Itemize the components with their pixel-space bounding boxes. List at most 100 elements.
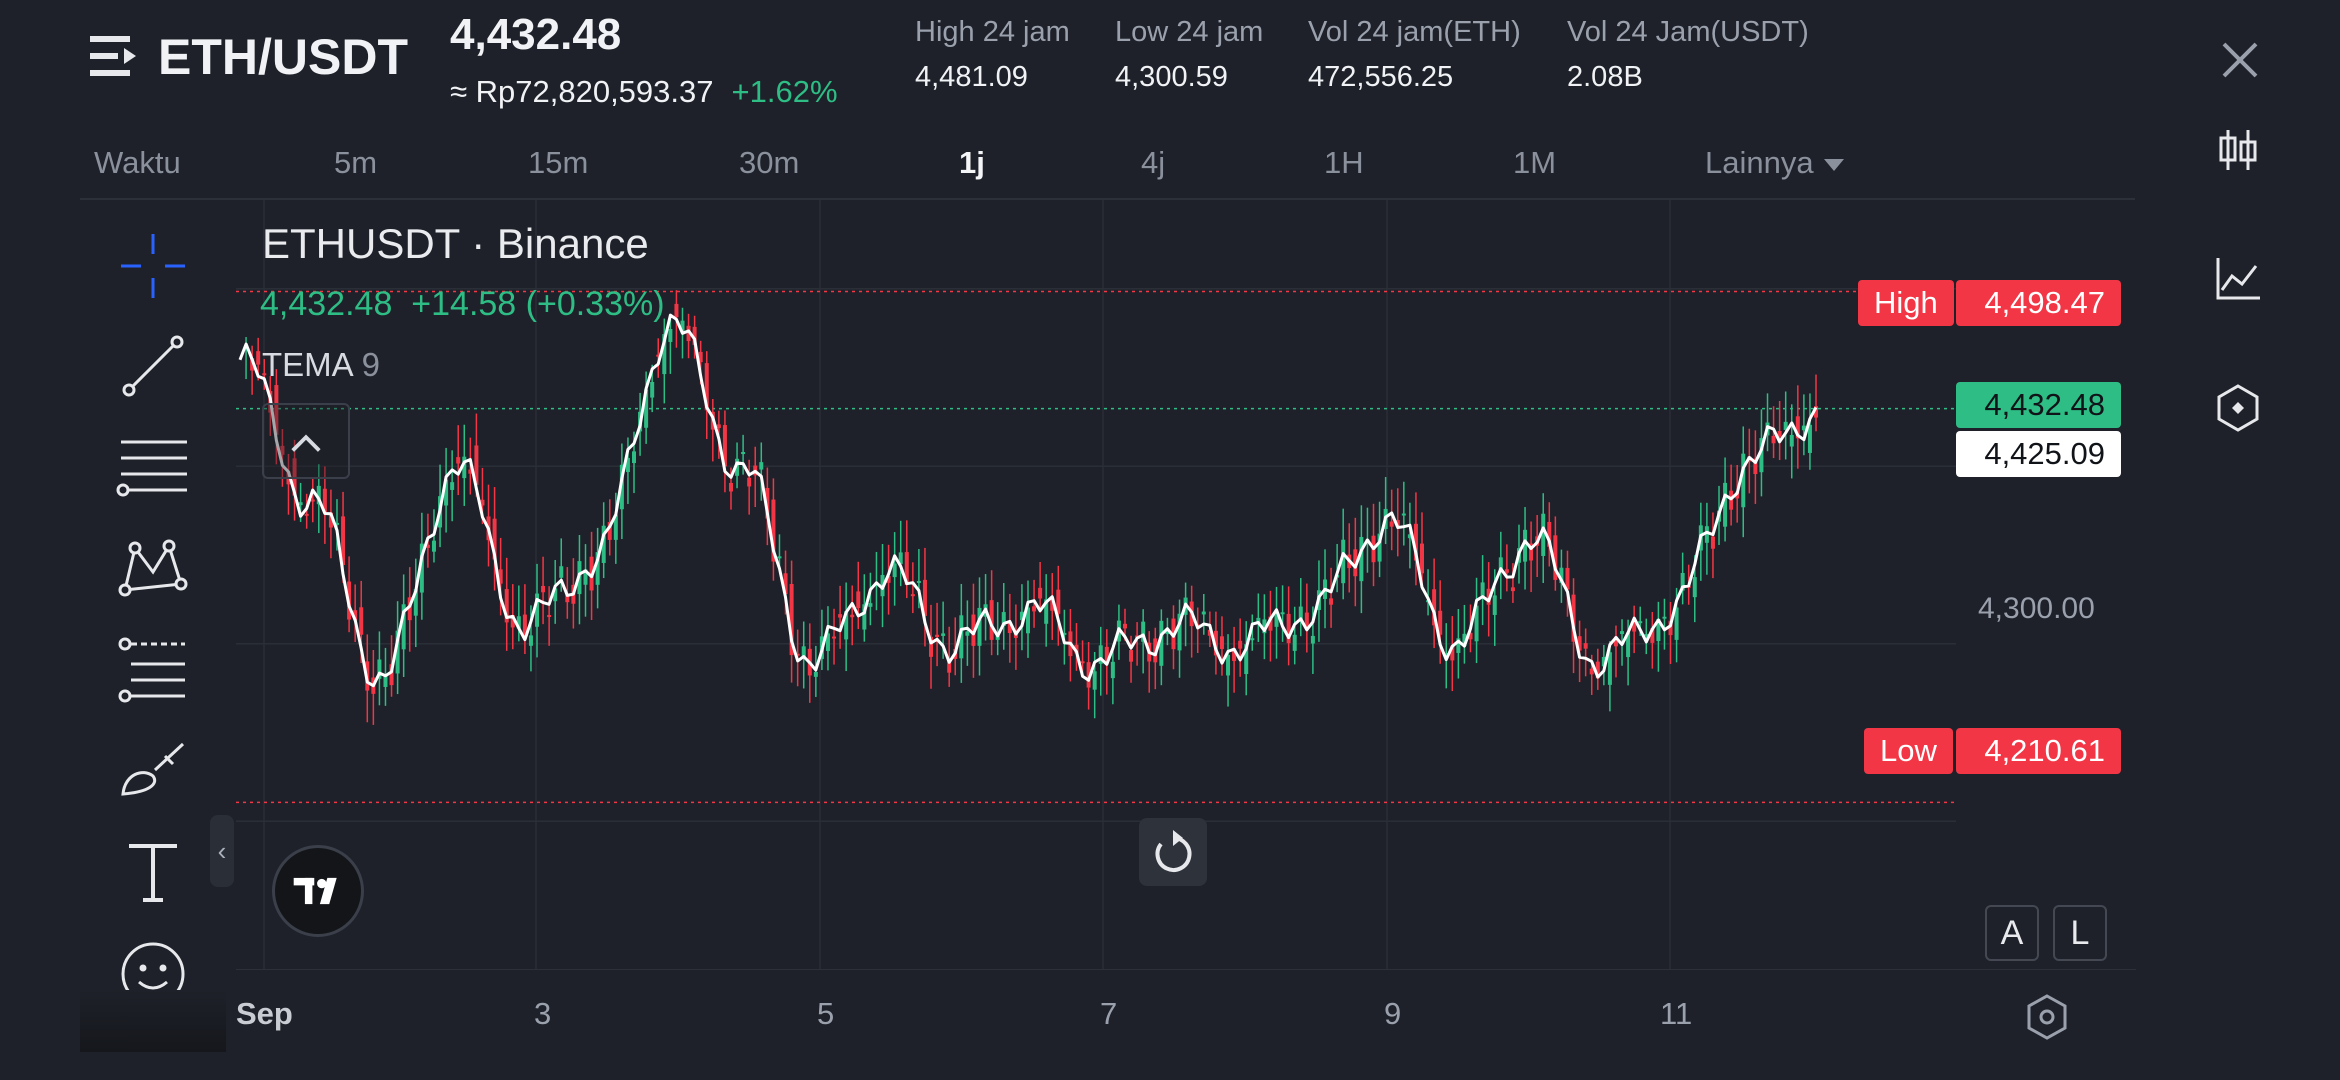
candle-body [1589, 668, 1594, 675]
candle-body [353, 610, 358, 621]
candle-body [1710, 536, 1715, 549]
candle-body [1523, 529, 1528, 562]
legend-change: +14.58 (+0.33%) [411, 285, 665, 323]
candle-body [777, 556, 782, 559]
candle-body [1795, 416, 1800, 439]
candle-body [1662, 616, 1667, 619]
candle-body [632, 451, 636, 464]
candle-body [389, 664, 394, 686]
candle-body [1583, 643, 1588, 649]
candlestick-icon[interactable] [2210, 122, 2266, 178]
pair-title[interactable]: ETH/USDT [158, 29, 408, 85]
chart-grid [236, 200, 2136, 970]
close-icon[interactable] [2210, 30, 2270, 90]
candle-body [1122, 623, 1127, 629]
candle-body [1547, 521, 1552, 547]
chart-settings-icon[interactable] [2020, 990, 2074, 1044]
candle-body [1759, 438, 1764, 473]
candle-body [789, 584, 794, 656]
tab-1m[interactable]: 1M [1513, 145, 1557, 180]
candle-body [1783, 421, 1788, 431]
candle-body [1468, 632, 1473, 640]
candle-body [1389, 521, 1394, 527]
hexagon-settings-icon[interactable] [2210, 380, 2266, 436]
tab-5m[interactable]: 5m [334, 145, 378, 180]
price-axis-label: 4,300.00 [1978, 592, 2095, 625]
candle-body [1650, 628, 1655, 643]
candle-body [1413, 523, 1418, 561]
last-price-tag: 4,432.48 [1956, 382, 2121, 428]
x-tick-label: 9 [1384, 996, 1402, 1031]
collapse-toolbar-chevron-icon[interactable]: ‹ [210, 815, 234, 887]
candle-body [401, 604, 406, 650]
collapse-legend-chevron-icon[interactable] [262, 403, 350, 479]
fib-lines-icon[interactable] [113, 428, 193, 508]
candle-body [1129, 650, 1134, 662]
indicator-param: 9 [361, 346, 381, 383]
candle-body [644, 389, 649, 428]
candle-body [395, 630, 400, 674]
stat-vol-eth: Vol 24 jam(ETH) 472,556.25 [1308, 16, 1521, 94]
candle-body [541, 585, 546, 593]
trend-line-icon[interactable] [113, 326, 193, 406]
candle-body [722, 425, 727, 467]
tab-30m[interactable]: 30m [739, 145, 800, 180]
candle-body [1529, 543, 1534, 561]
candle-body [516, 616, 521, 629]
candle-body [359, 607, 364, 635]
candle-body [1565, 567, 1570, 590]
candle-body [1104, 646, 1109, 664]
brush-icon[interactable] [113, 730, 193, 810]
candle-body [1080, 661, 1085, 664]
reset-chart-icon[interactable] [1139, 818, 1207, 886]
candle-body [413, 589, 418, 616]
candle-body [892, 563, 897, 578]
candle-body [1680, 572, 1685, 591]
candle-body [783, 573, 788, 595]
candle-body [450, 482, 455, 490]
candle-body [1601, 657, 1606, 667]
price-chart[interactable] [236, 200, 2136, 970]
candle-body [1298, 606, 1303, 620]
candle-body [431, 540, 436, 552]
indicator-legend[interactable]: TEMA 9 [262, 346, 380, 384]
menu-icon[interactable] [88, 30, 140, 82]
candle-body [262, 373, 267, 376]
candle-body [425, 544, 430, 548]
tradingview-logo-icon[interactable] [272, 845, 364, 937]
candle-body [1044, 599, 1049, 624]
forecast-icon[interactable] [113, 630, 193, 710]
indicator-chart-icon[interactable] [2210, 250, 2266, 306]
candle-body [728, 482, 733, 492]
candle-body [844, 611, 849, 640]
candle-body [565, 594, 570, 603]
crosshair-icon[interactable] [113, 226, 193, 306]
candle-body [759, 462, 764, 470]
tab-1j[interactable]: 1j [959, 145, 985, 180]
tab-15m[interactable]: 15m [528, 145, 589, 180]
tab-waktu[interactable]: Waktu [94, 145, 181, 180]
candle-body [898, 552, 903, 565]
candle-body [1644, 634, 1649, 637]
text-tool-icon[interactable] [113, 832, 193, 912]
candle-body [492, 518, 497, 560]
candle-body [504, 589, 509, 623]
auto-scale-button[interactable]: A [1985, 905, 2039, 961]
candle-body [1232, 648, 1237, 662]
pattern-icon[interactable] [113, 528, 193, 608]
candle-body [1456, 638, 1461, 653]
candle-body [1032, 606, 1037, 612]
candle-body [686, 325, 691, 342]
tab-more[interactable]: Lainnya [1705, 145, 1844, 181]
candle-body [498, 569, 503, 584]
tab-1h[interactable]: 1H [1324, 145, 1364, 180]
candle-body [595, 552, 600, 585]
candle-body [795, 653, 800, 656]
tab-4j[interactable]: 4j [1141, 145, 1166, 180]
candle-body [528, 635, 533, 646]
log-scale-button[interactable]: L [2053, 905, 2107, 961]
caret-down-icon [1823, 158, 1844, 171]
stat-label: High 24 jam [915, 16, 1070, 48]
candle-body [383, 676, 388, 687]
candle-body [886, 576, 891, 583]
